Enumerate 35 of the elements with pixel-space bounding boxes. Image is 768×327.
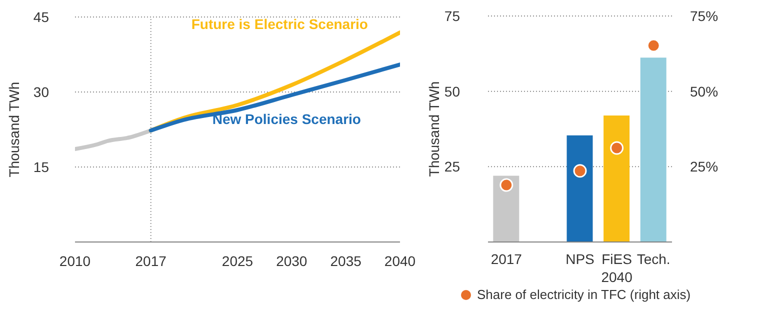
text: 2040 — [601, 269, 633, 285]
legend-label: Share of electricity in TFC (right axis) — [476, 287, 691, 302]
x-tick-label: 2040 — [384, 252, 416, 269]
point — [610, 141, 624, 155]
bar — [566, 135, 593, 242]
y2-tick-label: 75% — [690, 8, 718, 24]
y-tick-label: 75 — [444, 8, 460, 24]
y-axis-title: Thousand TWh — [6, 82, 22, 178]
x-tick-label: Tech. — [636, 251, 670, 267]
y-axis-title: Thousand TWh — [426, 81, 442, 177]
bar — [604, 115, 630, 242]
y-tick-label: 25 — [444, 158, 460, 175]
y-tick-label: 15 — [33, 158, 50, 175]
series-label: Future is Electric Scenario — [191, 16, 368, 32]
point — [646, 38, 660, 52]
series-label: New Policies Scenario — [212, 111, 361, 127]
y-tick-label: 45 — [33, 8, 50, 25]
x-tick-label: 2017 — [490, 251, 522, 267]
x-tick-label: 2030 — [276, 252, 308, 269]
y2-tick-label: 50% — [690, 83, 718, 100]
x-tick-label: 2025 — [222, 252, 254, 269]
x-tick-label: 2017 — [135, 252, 167, 269]
x-tick-label: FiES — [602, 251, 632, 267]
x-tick-label: NPS — [566, 251, 594, 267]
point — [500, 178, 514, 192]
x-tick-label: 2010 — [59, 252, 91, 269]
line-series — [75, 128, 153, 151]
bar — [493, 176, 520, 242]
bar — [640, 58, 666, 242]
y-tick-label: 50 — [444, 83, 460, 100]
y-tick-label: 30 — [33, 84, 50, 100]
point — [573, 164, 587, 178]
x-tick-label: 2035 — [330, 252, 362, 269]
y2-tick-label: 25% — [690, 158, 718, 175]
line-series — [148, 62, 400, 132]
